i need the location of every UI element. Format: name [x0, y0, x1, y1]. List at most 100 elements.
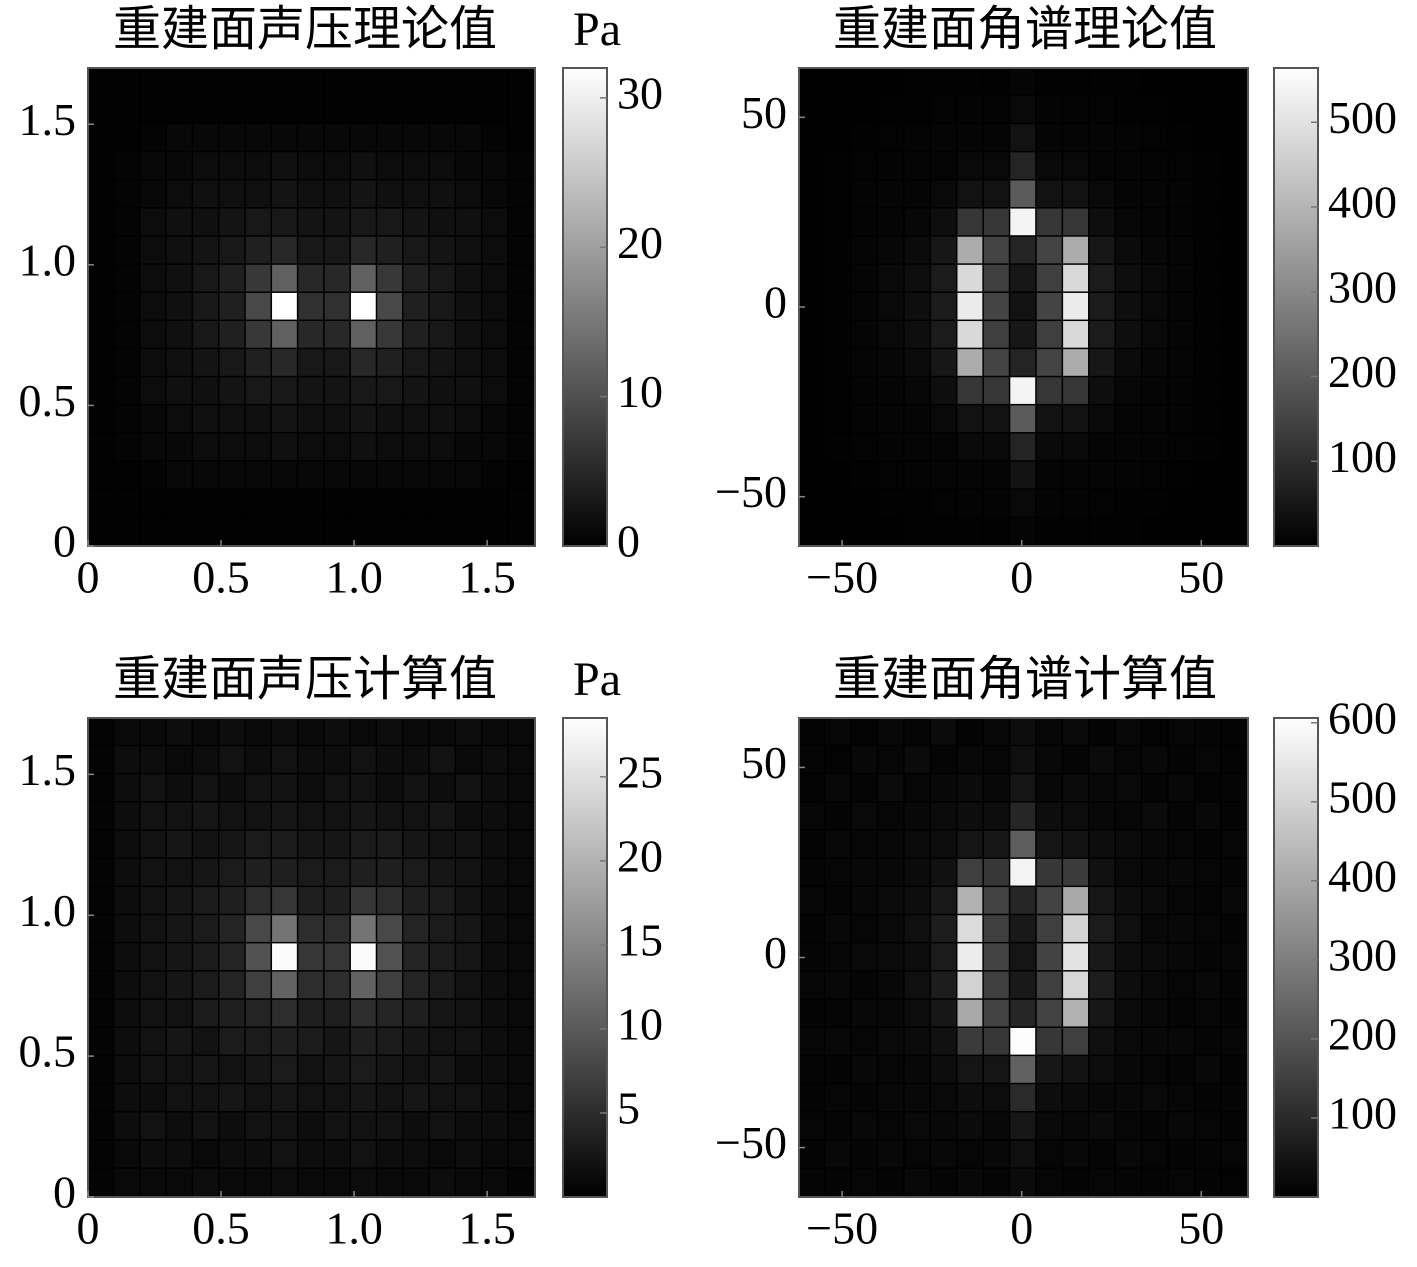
- heatmap-cell: [1089, 124, 1115, 151]
- heatmap-cell: [166, 1084, 192, 1111]
- heatmap-cell: [878, 68, 904, 95]
- colorbar-tick-label: 400: [1328, 177, 1397, 228]
- heatmap-cell: [878, 858, 904, 886]
- heatmap-cell: [931, 489, 956, 517]
- heatmap-cell: [140, 405, 166, 433]
- heatmap-cell: [799, 321, 824, 348]
- heatmap-cell: [403, 1112, 429, 1140]
- heatmap-cell: [140, 746, 166, 773]
- heatmap-cell: [1115, 517, 1141, 545]
- heatmap-cell: [193, 377, 218, 404]
- heatmap-cell: [88, 943, 113, 971]
- heatmap-cell: [1142, 802, 1168, 830]
- heatmap-cell: [1195, 349, 1221, 376]
- heatmap-cell: [298, 718, 324, 745]
- heatmap-cell: [298, 774, 324, 802]
- heatmap-cell: [1221, 292, 1247, 320]
- heatmap-cell: [957, 1168, 983, 1196]
- heatmap-cell: [219, 1084, 245, 1111]
- heatmap-cell: [377, 746, 403, 773]
- heatmap-cell: [377, 405, 403, 433]
- heatmap-cell: [272, 999, 297, 1027]
- heatmap-cell: [114, 1112, 140, 1140]
- heatmap-cell: [482, 321, 508, 348]
- heatmap-cell: [166, 887, 192, 914]
- heatmap-cell: [825, 999, 851, 1027]
- heatmap-cell: [508, 68, 534, 95]
- heatmap-cell: [482, 802, 508, 830]
- heatmap-cell: [799, 718, 824, 745]
- heatmap-cell: [1221, 124, 1247, 151]
- heatmap-cell: [1036, 943, 1062, 971]
- heatmap-cell: [298, 489, 324, 517]
- heatmap-cell: [851, 124, 877, 151]
- heatmap-cell: [851, 802, 877, 830]
- heatmap-cell: [1010, 208, 1036, 236]
- heatmap-cell: [957, 292, 983, 320]
- heatmap-cell: [377, 489, 403, 517]
- heatmap-cell: [904, 999, 930, 1027]
- heatmap-cell: [245, 152, 271, 179]
- heatmap-cell: [1063, 830, 1089, 858]
- heatmap-cell: [931, 746, 956, 773]
- heatmap-cell: [1115, 943, 1141, 971]
- panel: 重建面角谱计算值 −50 0 50 −50 0 50 100 200 300 400 500 600: [715, 653, 1397, 1254]
- heatmap-cell: [377, 208, 403, 236]
- heatmap-cell: [1195, 208, 1221, 236]
- heatmap-cell: [429, 1112, 455, 1140]
- heatmap-cell: [1010, 887, 1036, 914]
- heatmap-cell: [272, 321, 297, 348]
- x-tick-label: 1.5: [458, 552, 516, 603]
- heatmap-cell: [166, 489, 192, 517]
- heatmap-cell: [403, 236, 429, 264]
- heatmap-cell: [983, 830, 1009, 858]
- heatmap-cell: [1115, 405, 1141, 433]
- heatmap-cell: [825, 887, 851, 914]
- heatmap-cell: [825, 1112, 851, 1140]
- heatmap-cell: [1221, 943, 1247, 971]
- heatmap-cell: [1195, 292, 1221, 320]
- heatmap-cell: [429, 96, 455, 123]
- heatmap-cell: [377, 68, 403, 95]
- heatmap-cell: [878, 971, 904, 999]
- heatmap-cell: [272, 180, 297, 208]
- heatmap-cell: [298, 999, 324, 1027]
- heatmap-cell: [140, 68, 166, 95]
- heatmap-cell: [1115, 1140, 1141, 1168]
- heatmap-cell: [429, 68, 455, 95]
- heatmap-cell: [88, 264, 113, 292]
- heatmap-cell: [1115, 152, 1141, 179]
- heatmap-cell: [1063, 517, 1089, 545]
- heatmap-cell: [245, 887, 271, 914]
- heatmap-cell: [1010, 517, 1036, 545]
- heatmap-cell: [140, 264, 166, 292]
- heatmap-cell: [272, 1056, 297, 1083]
- heatmap-cell: [1089, 208, 1115, 236]
- heatmap-cell: [799, 830, 824, 858]
- heatmap-cell: [350, 208, 376, 236]
- heatmap-cell: [482, 236, 508, 264]
- heatmap-cell: [1063, 971, 1089, 999]
- heatmap-cell: [1036, 517, 1062, 545]
- heatmap-cell: [983, 517, 1009, 545]
- heatmap-cell: [825, 152, 851, 179]
- heatmap-cell: [1010, 971, 1036, 999]
- heatmap-cell: [799, 1084, 824, 1111]
- heatmap-cell: [114, 96, 140, 123]
- heatmap-cell: [1010, 943, 1036, 971]
- heatmap-cell: [931, 1112, 956, 1140]
- heatmap-cell: [851, 830, 877, 858]
- heatmap-cell: [1221, 746, 1247, 773]
- y-tick-label: 50: [741, 737, 787, 788]
- y-tick-label: 0: [53, 516, 76, 567]
- heatmap-cell: [1142, 96, 1168, 123]
- heatmap-cell: [482, 971, 508, 999]
- heatmap-cell: [931, 943, 956, 971]
- heatmap-cell: [298, 433, 324, 461]
- heatmap-cell: [1195, 746, 1221, 773]
- heatmap-cell: [1195, 718, 1221, 745]
- heatmap-cell: [1036, 152, 1062, 179]
- heatmap-cell: [1142, 461, 1168, 489]
- heatmap-cell: [1010, 1027, 1036, 1055]
- y-tick-label: −50: [715, 1117, 787, 1168]
